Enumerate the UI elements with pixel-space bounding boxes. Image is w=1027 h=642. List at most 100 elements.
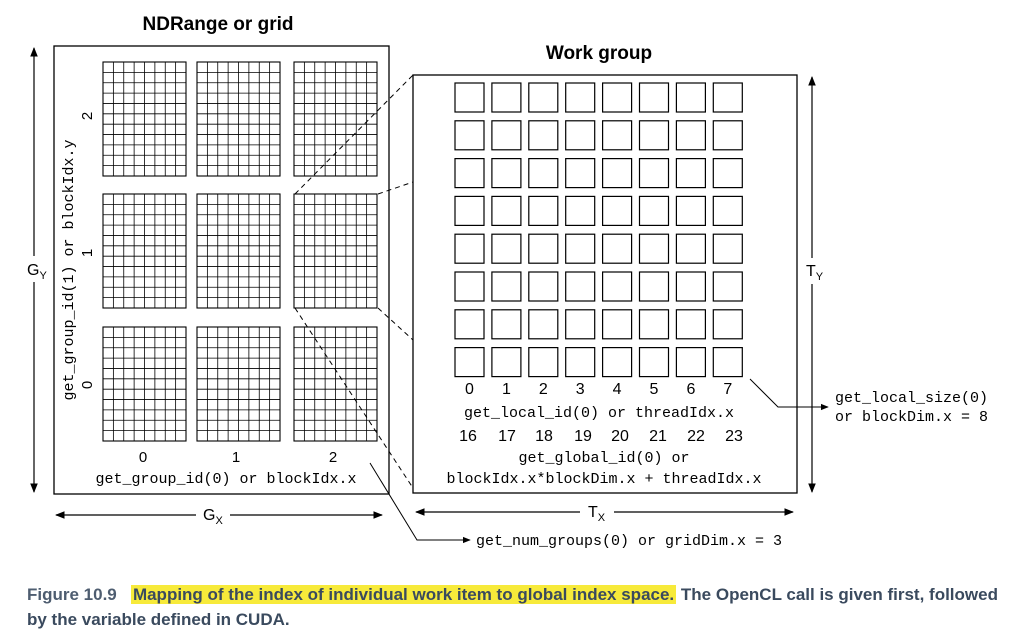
work-item-cell: [491, 271, 522, 302]
work-item-cell: [638, 195, 670, 226]
thread-block: [196, 193, 281, 309]
work-item-cell: [454, 120, 485, 151]
thread-block: [102, 193, 187, 309]
global-id-label-2: blockIdx.x*blockDim.x + threadIdx.x: [446, 471, 761, 488]
global-id: 18: [535, 428, 553, 445]
work-item-cell: [565, 347, 596, 378]
global-id-label-1: get_global_id(0) or: [518, 450, 689, 467]
block-grid: [102, 61, 378, 442]
global-id: 22: [687, 428, 705, 445]
work-item-cell: [528, 347, 559, 378]
work-item-cell: [528, 309, 559, 340]
global-id: 23: [725, 428, 743, 445]
axis-y-label: get_group_id(1) or blockIdx.y: [61, 139, 78, 400]
local-id: 7: [723, 381, 732, 398]
work-item-grid: [454, 82, 743, 378]
work-item-cell: [712, 233, 743, 264]
axis-x-label: get_group_id(0) or blockIdx.x: [95, 471, 356, 488]
work-item-cell: [712, 271, 743, 302]
thread-block: [196, 61, 281, 177]
num-groups-pointer: [369, 462, 471, 544]
work-item-cell: [712, 309, 743, 340]
work-item-cell: [528, 233, 559, 264]
local-size-pointer: [749, 378, 829, 411]
caption-rest: The OpenCL call is given first, followed…: [27, 585, 998, 629]
connector-mid-bottom: [377, 307, 414, 341]
work-item-cell: [454, 82, 485, 113]
local-size-label-2: or blockDim.x = 8: [835, 409, 988, 426]
gx-label: GX: [203, 507, 223, 527]
col-label-2: 2: [329, 449, 337, 466]
work-item-cell: [675, 271, 707, 302]
work-item-cell: [638, 347, 670, 378]
work-item-cell: [454, 233, 485, 264]
work-item-cell: [454, 195, 485, 226]
work-item-cell: [565, 233, 596, 264]
work-item-cell: [454, 309, 485, 340]
work-item-cell: [565, 271, 596, 302]
work-item-cell: [454, 347, 485, 378]
work-item-cell: [454, 158, 485, 189]
work-item-cell: [601, 233, 633, 264]
row-label-2: 2: [79, 112, 96, 120]
thread-block: [102, 61, 187, 177]
ty-label: TY: [806, 263, 824, 283]
work-item-cell: [675, 233, 707, 264]
work-item-cell: [638, 158, 670, 189]
connector-top: [294, 74, 414, 195]
work-item-cell: [565, 82, 596, 113]
local-id: 1: [502, 381, 511, 398]
work-item-cell: [565, 195, 596, 226]
work-item-cell: [491, 233, 522, 264]
local-id: 5: [650, 381, 659, 398]
work-item-cell: [601, 271, 633, 302]
work-item-cell: [565, 120, 596, 151]
work-item-cell: [491, 158, 522, 189]
local-id-row: 0 1 2 3 4 5 6 7: [465, 381, 732, 398]
work-item-cell: [601, 158, 633, 189]
local-id-label: get_local_id(0) or threadIdx.x: [464, 405, 734, 422]
work-item-cell: [712, 120, 743, 151]
work-item-cell: [601, 120, 633, 151]
col-label-0: 0: [139, 449, 147, 466]
work-item-cell: [601, 309, 633, 340]
work-item-cell: [638, 309, 670, 340]
work-item-cell: [565, 309, 596, 340]
local-size-label-1: get_local_size(0): [835, 390, 988, 407]
global-id-row: 16 17 18 19 20 21 22 23: [459, 428, 743, 445]
work-item-cell: [675, 120, 707, 151]
work-item-cell: [712, 82, 743, 113]
local-id: 4: [613, 381, 622, 398]
work-item-cell: [601, 347, 633, 378]
local-id: 6: [686, 381, 695, 398]
global-id: 21: [649, 428, 667, 445]
thread-block: [293, 193, 378, 309]
work-item-cell: [601, 195, 633, 226]
work-item-cell: [638, 271, 670, 302]
figure-caption: Figure 10.9 Mapping of the index of indi…: [27, 582, 1017, 632]
grid-title: NDRange or grid: [143, 14, 294, 35]
global-id: 19: [574, 428, 592, 445]
work-item-cell: [491, 347, 522, 378]
work-item-cell: [601, 82, 633, 113]
work-item-cell: [491, 120, 522, 151]
work-item-cell: [528, 82, 559, 113]
work-item-cell: [675, 347, 707, 378]
work-item-cell: [638, 233, 670, 264]
work-item-cell: [712, 347, 743, 378]
work-item-cell: [712, 195, 743, 226]
row-label-1: 1: [79, 249, 96, 257]
work-item-cell: [675, 82, 707, 113]
thread-block: [196, 326, 281, 442]
local-id: 2: [539, 381, 548, 398]
thread-block: [293, 61, 378, 177]
row-label-0: 0: [79, 381, 96, 389]
work-item-cell: [675, 195, 707, 226]
grid-box: [53, 45, 390, 495]
local-id: 0: [465, 381, 474, 398]
global-id: 17: [498, 428, 516, 445]
thread-block: [293, 326, 378, 442]
thread-block: [102, 326, 187, 442]
work-group-box: [412, 74, 798, 494]
